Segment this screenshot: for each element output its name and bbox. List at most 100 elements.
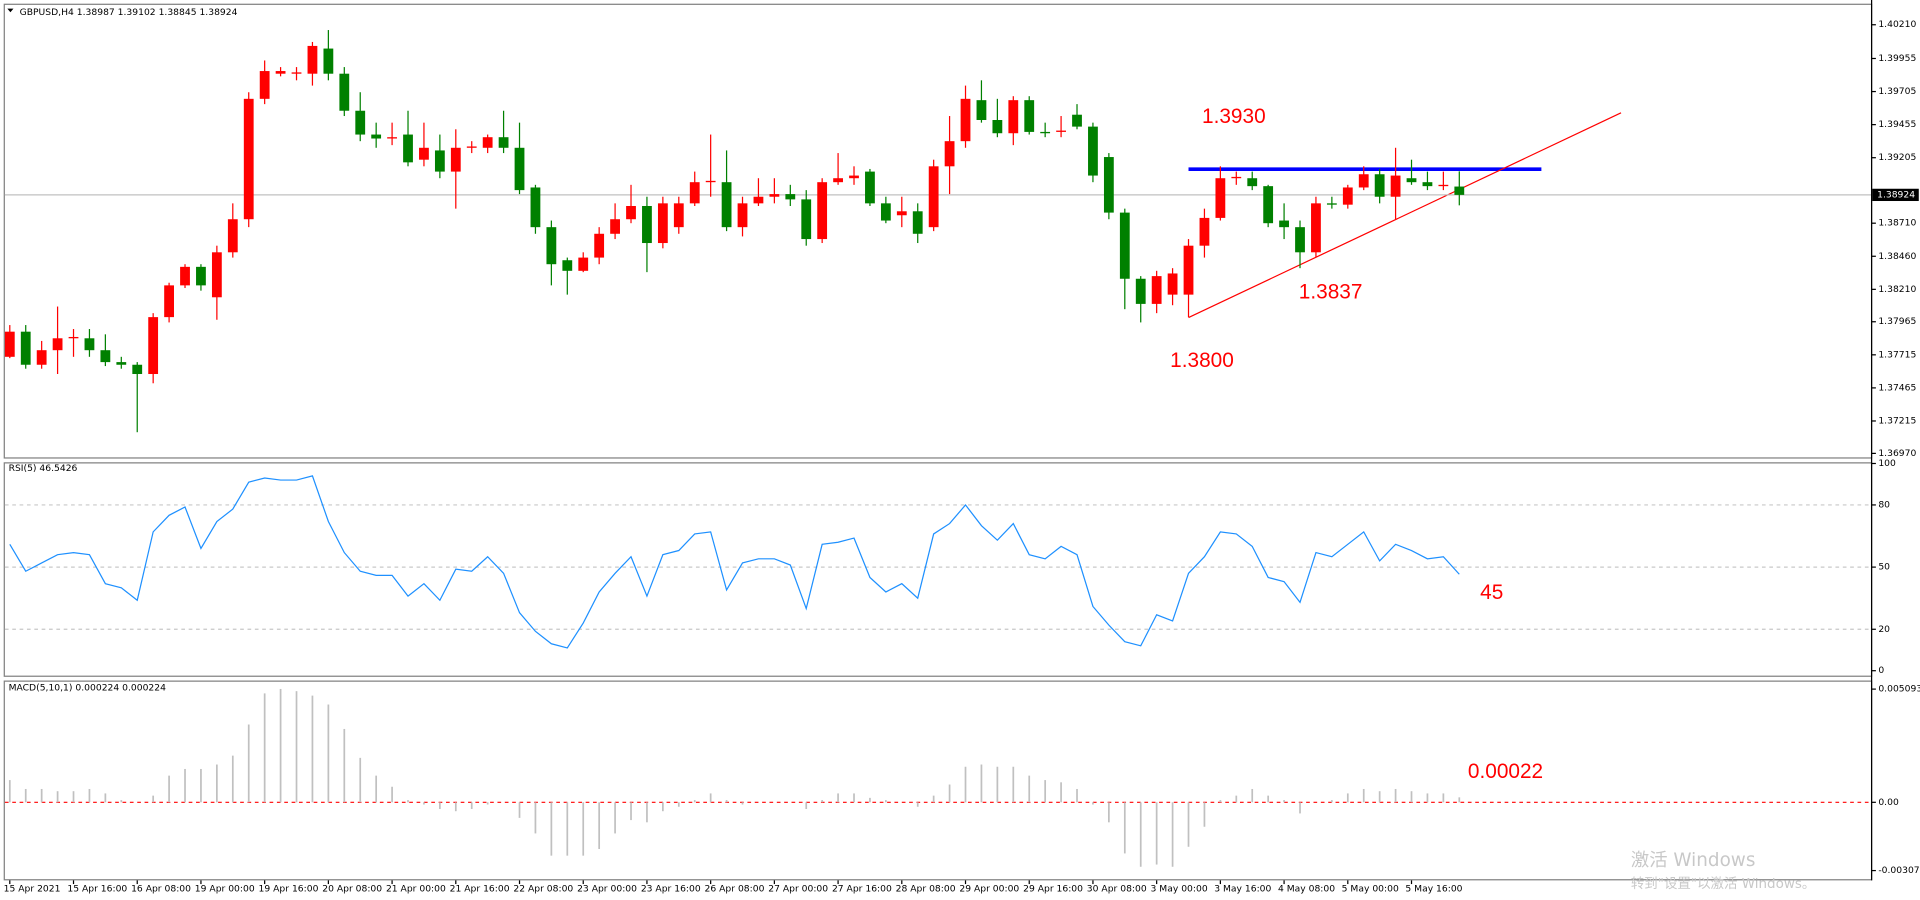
macd-bar <box>677 802 680 807</box>
candle-body <box>4 331 15 357</box>
candle-body <box>1103 157 1114 213</box>
y-tick-label: 1.38210 <box>1878 284 1916 295</box>
current-price-box <box>1872 188 1919 202</box>
candle-body <box>1406 178 1417 183</box>
macd-bar <box>1219 800 1222 803</box>
macd-bar <box>996 766 999 803</box>
macd-bar <box>693 800 696 803</box>
y-tick-label: 0.005093 <box>1878 684 1920 695</box>
macd-bar <box>295 691 298 803</box>
macd-bar <box>1378 791 1381 803</box>
y-tick-label: 1.37965 <box>1878 316 1916 327</box>
rsi-line <box>9 475 1460 649</box>
macd-bar <box>1108 802 1110 823</box>
macd-bar <box>168 775 170 803</box>
macd-bar <box>948 784 951 803</box>
macd-bar <box>916 802 919 807</box>
macd-bar <box>725 800 728 803</box>
macd-bar <box>279 688 282 803</box>
candle-body <box>482 137 493 148</box>
candle-body <box>865 171 875 204</box>
candle-body <box>1167 273 1178 295</box>
y-tick-label: 0 <box>1878 665 1884 676</box>
candle-body <box>1119 212 1130 279</box>
candle-body <box>1326 203 1337 205</box>
macd-bar <box>1012 766 1015 803</box>
macd-bar <box>534 802 537 834</box>
macd-bar <box>1123 802 1126 854</box>
watermark-text: 转到"设置"以激活 Windows。 <box>1631 876 1815 892</box>
candle-body <box>753 196 764 204</box>
macd-bar <box>1092 802 1094 805</box>
macd-bar <box>1267 795 1270 803</box>
candle-body <box>705 180 716 183</box>
candle-body <box>20 331 31 365</box>
macd-bar <box>518 802 521 818</box>
macd-bar <box>869 797 871 803</box>
candle-body <box>211 252 222 298</box>
candle-body <box>355 110 366 135</box>
candle-body <box>1072 114 1082 127</box>
macd-title: MACD(5,10,1) 0.000224 0.000224 <box>9 682 167 693</box>
macd-bar <box>566 802 569 856</box>
candle-body <box>84 338 95 351</box>
y-tick-label: 0.00 <box>1878 797 1899 808</box>
candle-body <box>1024 100 1035 132</box>
y-tick-label: 1.37215 <box>1878 415 1916 426</box>
candle-body <box>610 219 620 234</box>
macd-bar <box>216 764 218 803</box>
candle-body <box>243 98 254 220</box>
candle-body <box>1231 176 1242 179</box>
candle-body <box>36 350 47 365</box>
candle-body <box>1247 178 1258 187</box>
macd-bar <box>247 724 250 803</box>
macd-bar <box>88 788 91 803</box>
macd-bar <box>1235 795 1238 803</box>
candle-body <box>323 48 334 74</box>
x-tick-label: 4 May 08:00 <box>1278 883 1335 894</box>
macd-bar <box>1394 788 1397 803</box>
macd-bar <box>741 802 744 805</box>
macd-bar <box>200 768 202 803</box>
x-tick-label: 19 Apr 16:00 <box>259 883 319 894</box>
macd-bar <box>120 800 123 803</box>
macd-bar <box>1299 802 1301 814</box>
candle-body <box>689 182 700 204</box>
candle-body <box>498 137 509 148</box>
x-tick-label: 3 May 16:00 <box>1214 883 1271 894</box>
candle-body <box>1374 174 1385 197</box>
macd-bar <box>1331 800 1333 803</box>
macd-bar <box>1076 788 1078 803</box>
candle-body <box>434 150 445 172</box>
macd-bar <box>885 800 887 803</box>
macd-bar <box>454 802 457 812</box>
candle-body <box>259 71 270 99</box>
macd-bar <box>709 793 712 803</box>
y-tick-label: 1.39955 <box>1878 53 1916 64</box>
macd-bar <box>391 786 393 803</box>
candle-body <box>1342 187 1353 205</box>
x-tick-label: 5 May 00:00 <box>1342 883 1399 894</box>
annotation: 1.3837 <box>1299 281 1363 304</box>
x-tick-label: 29 Apr 00:00 <box>959 883 1019 894</box>
macd-bar <box>104 793 107 803</box>
macd-bar <box>1028 775 1031 803</box>
candle-body <box>1215 178 1226 218</box>
x-tick-label: 22 Apr 08:00 <box>513 883 573 894</box>
candle-body <box>1390 175 1401 197</box>
macd-bar <box>24 788 27 803</box>
candle-body <box>657 203 668 244</box>
candle-body <box>450 147 461 172</box>
x-tick-label: 23 Apr 00:00 <box>577 883 637 894</box>
y-tick-label: 20 <box>1878 624 1890 635</box>
macd-bar <box>1346 793 1349 803</box>
macd-bar <box>1283 800 1285 803</box>
annotation: 1.3800 <box>1170 349 1234 372</box>
candle-body <box>992 120 1003 134</box>
macd-bar <box>980 764 983 803</box>
candle-body <box>849 175 859 179</box>
candle-body <box>737 203 748 228</box>
macd-bar <box>614 802 616 834</box>
